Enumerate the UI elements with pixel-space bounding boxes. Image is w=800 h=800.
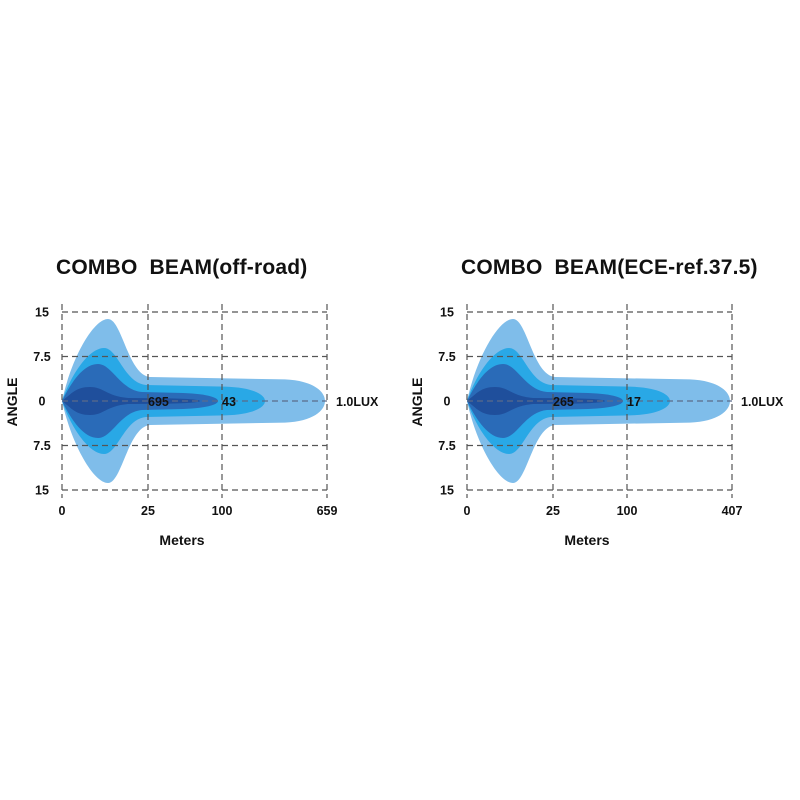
chart-title: COMBO BEAM(ECE-ref.37.5) [461, 256, 758, 279]
beam-contour-4 [467, 387, 605, 415]
y-tick-label: 7.5 [33, 350, 50, 364]
x-tick-label: 659 [317, 504, 338, 518]
y-tick-label: 15 [440, 306, 454, 320]
y-tick-label: 15 [35, 484, 49, 498]
y-tick-label: 0 [39, 395, 46, 409]
y-tick-label: 15 [35, 306, 49, 320]
x-tick-label: 25 [546, 504, 560, 518]
x-tick-label: 0 [464, 504, 471, 518]
x-tick-label: 25 [141, 504, 155, 518]
intensity-label: 265 [553, 395, 574, 409]
y-tick-label: 15 [440, 484, 454, 498]
x-tick-label: 0 [59, 504, 66, 518]
chart-title: COMBO BEAM(off-road) [56, 256, 308, 279]
x-tick-label: 100 [212, 504, 233, 518]
y-axis-label: ANGLE [4, 378, 20, 427]
y-tick-label: 0 [444, 395, 451, 409]
beam-contour-4 [62, 387, 200, 415]
x-tick-label: 407 [722, 504, 743, 518]
x-axis-label: Meters [159, 532, 204, 548]
intensity-label: 695 [148, 395, 169, 409]
intensity-label: 43 [222, 395, 236, 409]
beam-plot: 15 7.5 0 7.5 15 0 25 100 407 265 17 1.0LUX Meters ANG… [409, 304, 784, 548]
beam-chart-ece: COMBO BEAM(ECE-ref.37.5) 15 7.5 0 7.5 15 0 25 1… [405, 0, 800, 800]
lux-label: 1.0LUX [741, 395, 784, 409]
y-axis-label: ANGLE [409, 378, 425, 427]
x-tick-label: 100 [617, 504, 638, 518]
intensity-label: 17 [627, 395, 641, 409]
x-axis-label: Meters [564, 532, 609, 548]
y-tick-label: 7.5 [438, 350, 455, 364]
y-tick-label: 7.5 [33, 439, 50, 453]
y-tick-label: 7.5 [438, 439, 455, 453]
beam-chart-off-road: COMBO BEAM(off-road) 15 7.5 0 7.5 15 0 25 100 65… [4, 256, 379, 548]
lux-label: 1.0LUX [336, 395, 379, 409]
beam-plot: 15 7.5 0 7.5 15 0 25 100 659 695 43 1.0LUX Meters ANG… [4, 304, 379, 548]
